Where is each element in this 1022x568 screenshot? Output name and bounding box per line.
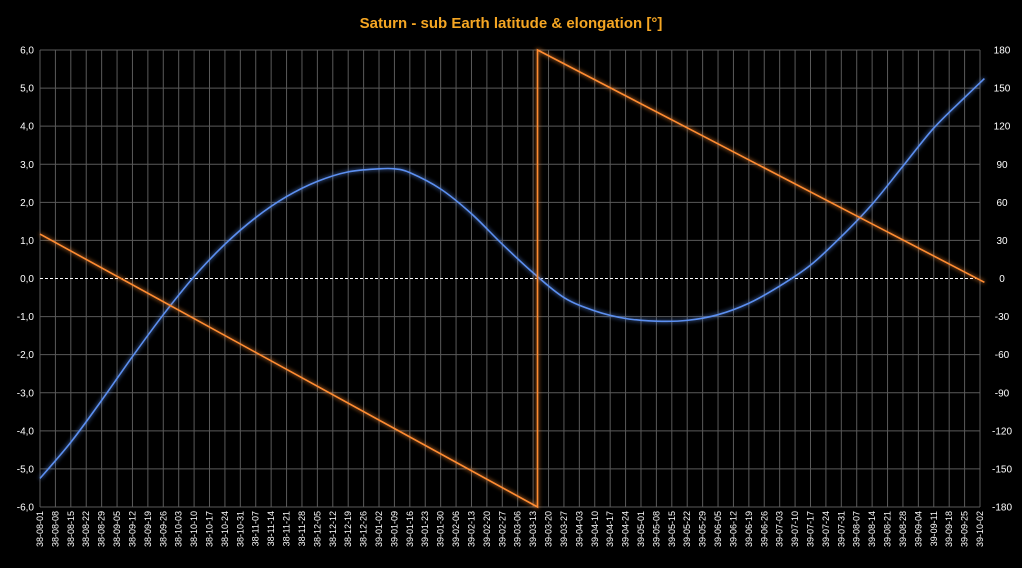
x-tick-label: 39-06-19 xyxy=(744,511,754,547)
y-left-tick-label: 1,0 xyxy=(20,236,34,247)
x-tick-label: 39-08-07 xyxy=(852,511,862,547)
x-tick-label: 39-02-20 xyxy=(482,511,492,547)
y-left-tick-label: 3,0 xyxy=(20,160,34,171)
x-tick-label: 39-09-11 xyxy=(929,511,939,546)
x-tick-label: 39-04-10 xyxy=(590,511,600,547)
x-tick-label: 39-03-06 xyxy=(513,511,523,547)
y-right-tick-label: 60 xyxy=(996,198,1008,209)
y-right-tick-label: -150 xyxy=(992,464,1012,475)
y-right-tick-label: -120 xyxy=(992,426,1012,437)
grid xyxy=(39,49,981,508)
x-tick-label: 38-11-07 xyxy=(251,511,261,546)
x-tick-label: 39-06-05 xyxy=(713,511,723,547)
x-tick-label: 39-04-03 xyxy=(574,511,584,547)
y-left-tick-label: 2,0 xyxy=(20,198,34,209)
y-left-tick-label: 0,0 xyxy=(20,274,34,285)
y-left-tick-label: 5,0 xyxy=(20,84,34,95)
x-tick-label: 38-12-05 xyxy=(312,511,322,547)
x-tick-label: 39-01-09 xyxy=(389,511,399,547)
y-right-tick-label: 90 xyxy=(996,160,1008,171)
x-tick-label: 39-05-15 xyxy=(667,511,677,547)
x-tick-label: 38-12-19 xyxy=(343,511,353,547)
x-tick-label: 38-11-21 xyxy=(282,511,292,546)
x-tick-label: 39-03-27 xyxy=(559,511,569,547)
x-tick-label: 39-04-24 xyxy=(621,511,631,547)
y-axis-right: -180 -150 -120 -90 -60 -30 0 30 60 90 120 150 180 xyxy=(992,46,1012,514)
x-tick-label: 39-02-27 xyxy=(497,511,507,547)
x-tick-label: 39-08-28 xyxy=(898,511,908,547)
y-left-tick-label: 6,0 xyxy=(20,46,34,57)
x-tick-label: 39-07-10 xyxy=(790,511,800,547)
x-tick-label: 38-08-01 xyxy=(35,511,45,547)
x-tick-label: 39-01-23 xyxy=(420,511,430,547)
x-tick-label: 39-01-02 xyxy=(374,511,384,547)
x-tick-label: 39-02-13 xyxy=(466,511,476,547)
x-tick-label: 38-10-24 xyxy=(220,511,230,547)
x-tick-label: 39-01-16 xyxy=(405,511,415,547)
y-right-tick-label: -30 xyxy=(995,312,1010,323)
x-tick-label: 39-07-31 xyxy=(836,511,846,547)
x-tick-label: 38-08-08 xyxy=(50,511,60,547)
x-tick-label: 39-07-03 xyxy=(775,511,785,547)
y-right-tick-label: -60 xyxy=(995,350,1010,361)
y-right-tick-label: 0 xyxy=(999,274,1005,285)
series-layer xyxy=(39,48,985,509)
x-tick-label: 39-05-01 xyxy=(636,511,646,547)
x-tick-label: 39-05-22 xyxy=(682,511,692,547)
x-tick-label: 39-08-21 xyxy=(883,511,893,547)
y-left-tick-label: -5,0 xyxy=(17,464,35,475)
series-line-latitude xyxy=(39,77,985,479)
y-right-tick-label: 180 xyxy=(994,46,1011,57)
y-left-tick-label: -4,0 xyxy=(17,426,35,437)
x-tick-label: 39-01-30 xyxy=(436,511,446,547)
x-tick-label: 38-12-26 xyxy=(359,511,369,547)
chart-title: Saturn - sub Earth latitude & elongation… xyxy=(360,15,663,32)
x-tick-label: 38-11-14 xyxy=(266,511,276,546)
x-tick-label: 39-08-14 xyxy=(867,511,877,547)
x-tick-label: 39-03-13 xyxy=(528,511,538,547)
y-right-tick-label: -90 xyxy=(995,388,1010,399)
x-tick-label: 39-07-17 xyxy=(805,511,815,547)
y-left-tick-label: -3,0 xyxy=(17,388,35,399)
x-tick-label: 38-09-05 xyxy=(112,511,122,547)
y-left-tick-label: -1,0 xyxy=(17,312,35,323)
x-tick-label: 39-04-17 xyxy=(605,511,615,547)
y-left-tick-label: 4,0 xyxy=(20,122,34,133)
x-tick-label: 38-12-12 xyxy=(328,511,338,547)
y-right-tick-label: 150 xyxy=(994,84,1011,95)
x-tick-label: 39-05-08 xyxy=(651,511,661,547)
x-tick-label: 38-09-19 xyxy=(143,511,153,547)
x-tick-label: 39-03-20 xyxy=(544,511,554,547)
x-tick-label: 38-09-26 xyxy=(158,511,168,547)
x-tick-label: 39-09-18 xyxy=(944,511,954,547)
x-tick-label: 38-08-22 xyxy=(81,511,91,547)
y-right-tick-label: 120 xyxy=(994,122,1011,133)
x-axis: 38-08-01 38-08-08 38-08-15 38-08-22 38-08-29… xyxy=(35,511,985,547)
y-right-tick-label: 30 xyxy=(996,236,1008,247)
x-tick-label: 38-10-03 xyxy=(174,511,184,547)
x-tick-label: 39-10-02 xyxy=(975,511,985,547)
x-tick-label: 39-09-25 xyxy=(960,511,970,547)
x-tick-label: 39-02-06 xyxy=(451,511,461,547)
x-tick-label: 39-06-26 xyxy=(759,511,769,547)
x-tick-label: 39-06-12 xyxy=(728,511,738,547)
y-left-tick-label: -2,0 xyxy=(17,350,35,361)
x-tick-label: 38-10-17 xyxy=(205,511,215,547)
x-tick-label: 38-10-31 xyxy=(235,511,245,547)
x-tick-label: 38-09-12 xyxy=(127,511,137,547)
x-tick-label: 39-05-29 xyxy=(698,511,708,547)
y-right-tick-label: -180 xyxy=(992,503,1012,514)
x-tick-label: 38-11-28 xyxy=(297,511,307,546)
x-tick-label: 38-08-29 xyxy=(97,511,107,547)
y-axis-left: -6,0 -5,0 -4,0 -3,0 -2,0 -1,0 0,0 1,0 2,0 3,0 4,0 5… xyxy=(17,46,35,514)
series-line-elongation xyxy=(39,48,985,509)
x-tick-label: 38-10-10 xyxy=(189,511,199,547)
x-tick-label: 39-09-04 xyxy=(913,511,923,547)
x-tick-label: 38-08-15 xyxy=(66,511,76,547)
x-tick-label: 39-07-24 xyxy=(821,511,831,547)
y-left-tick-label: -6,0 xyxy=(17,503,35,514)
